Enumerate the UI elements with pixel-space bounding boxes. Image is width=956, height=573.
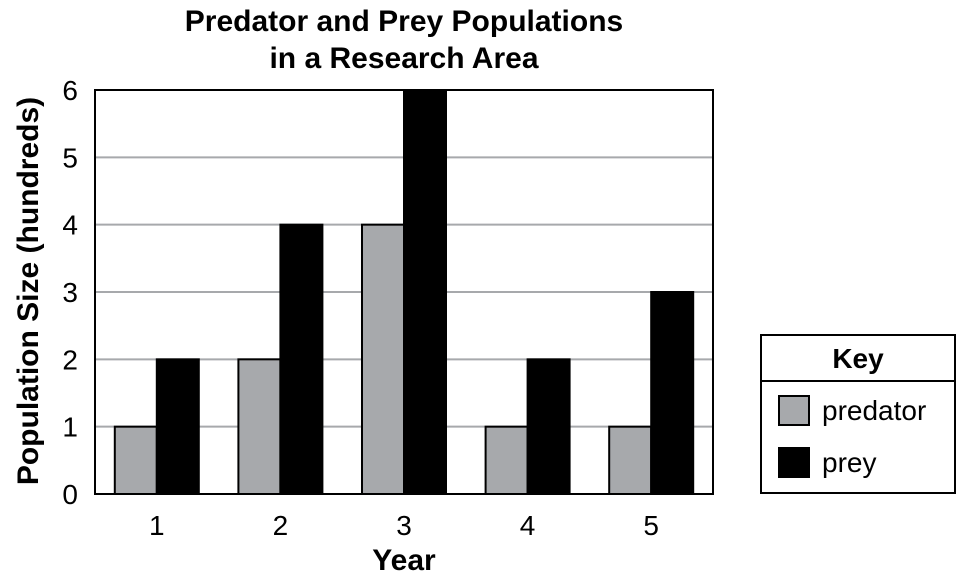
y-tick-label: 3 [62, 277, 78, 308]
x-axis-label: Year [372, 544, 436, 573]
legend: Key predator prey [760, 334, 956, 494]
x-tick-label: 5 [643, 510, 659, 541]
x-tick-label: 3 [396, 510, 412, 541]
y-tick-label: 0 [62, 479, 78, 510]
chart-title-line-1: Predator and Prey Populations [185, 5, 623, 38]
y-axis-label: Population Size (hundreds) [12, 97, 45, 485]
chart-title-line-2: in a Research Area [269, 42, 538, 75]
legend-title: Key [832, 343, 884, 374]
bar-predator-year-1 [113, 425, 158, 495]
legend-label-prey: prey [822, 447, 876, 478]
y-tick-labels: 0 1 2 3 4 5 6 [62, 75, 78, 510]
y-tick-label: 5 [62, 142, 78, 173]
x-tick-label: 1 [149, 510, 165, 541]
plot-frame [94, 89, 714, 495]
y-tick-label: 4 [62, 210, 78, 241]
bar-prey-year-1 [155, 358, 200, 496]
bar-prey-year-5 [650, 291, 695, 495]
bar-prey-year-2 [279, 223, 324, 496]
y-tick-label: 6 [62, 75, 78, 106]
x-tick-labels: 1 2 3 4 5 [149, 510, 659, 541]
legend-swatch-predator [778, 395, 810, 426]
y-tick-label: 2 [62, 344, 78, 375]
x-tick-label: 4 [520, 510, 536, 541]
y-tick-label: 1 [62, 412, 78, 443]
bar-predator-year-5 [608, 425, 653, 495]
bar-predator-year-3 [361, 223, 405, 496]
x-tick-label: 2 [273, 510, 289, 541]
legend-label-predator: predator [822, 395, 926, 426]
legend-swatch-prey [778, 447, 810, 478]
bar-predator-year-4 [484, 425, 529, 495]
bar-prey-year-3 [403, 89, 447, 495]
bars [113, 89, 695, 496]
bar-predator-year-2 [237, 358, 282, 496]
bar-prey-year-4 [526, 358, 571, 496]
